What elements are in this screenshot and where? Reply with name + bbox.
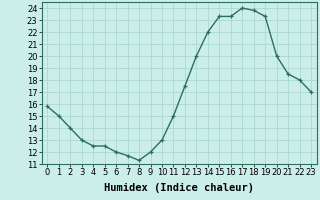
X-axis label: Humidex (Indice chaleur): Humidex (Indice chaleur) bbox=[104, 183, 254, 193]
